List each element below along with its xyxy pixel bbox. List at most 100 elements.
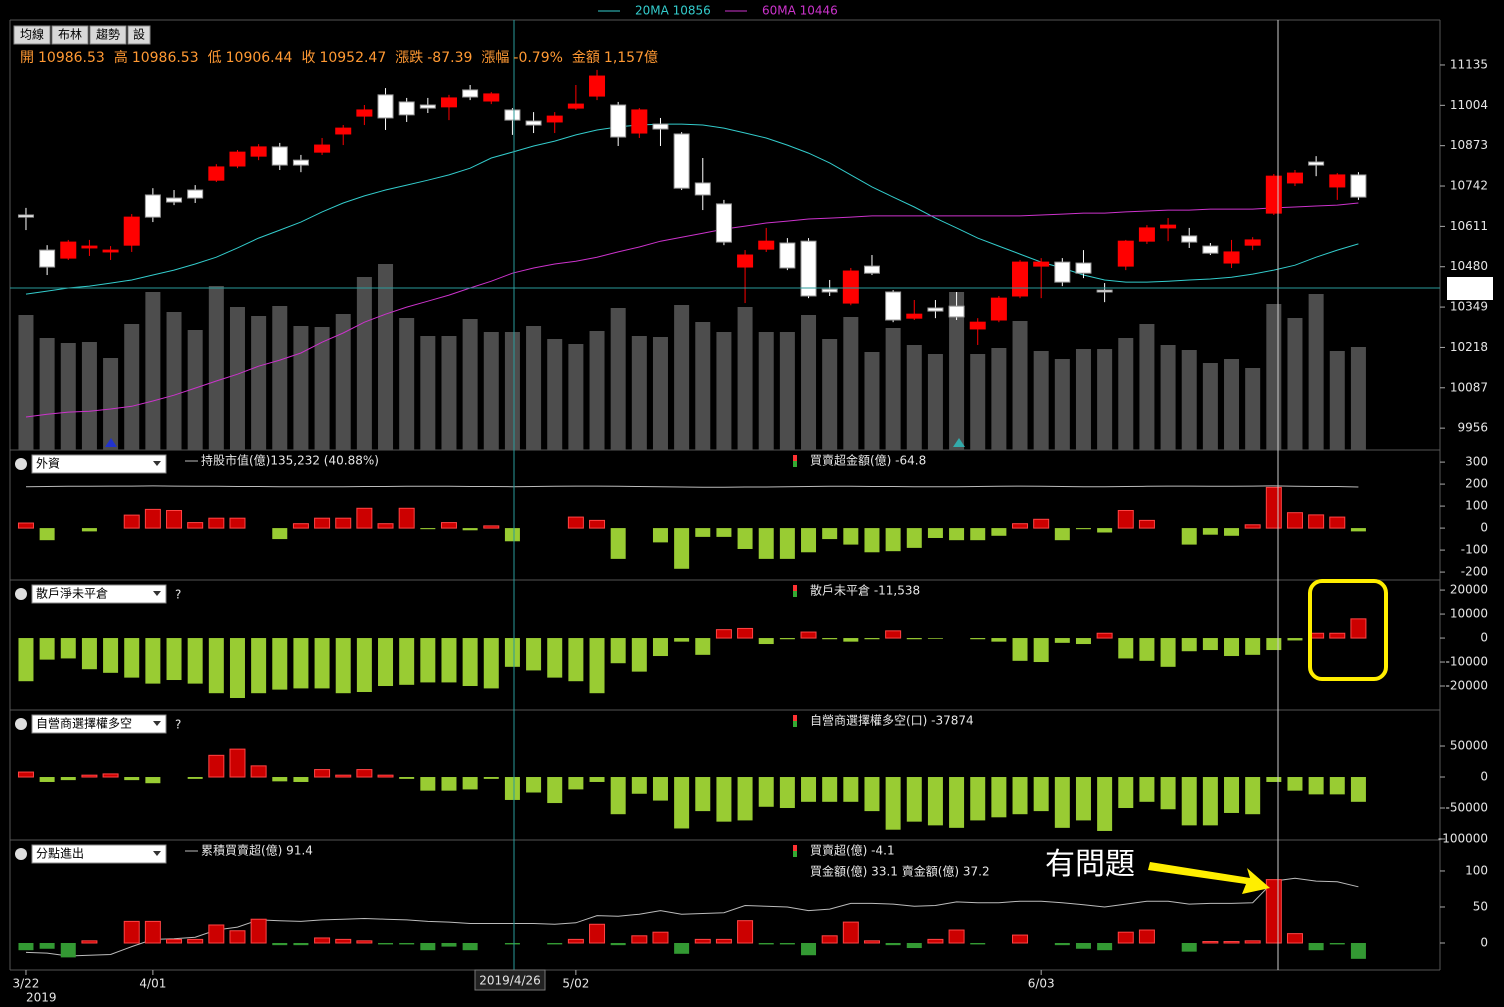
bar <box>1138 519 1155 529</box>
volume-bar <box>1012 321 1028 450</box>
candle-body <box>208 166 225 181</box>
bar <box>885 777 901 830</box>
bar <box>166 638 182 681</box>
close-icon[interactable] <box>15 588 27 600</box>
bar <box>737 777 753 821</box>
toolbar-button-label[interactable]: 設 <box>133 27 145 42</box>
bar <box>39 942 55 949</box>
bar <box>378 638 394 687</box>
bar <box>1244 524 1261 529</box>
x-tick-label: 3/22 <box>12 977 39 991</box>
y-tick-label: 10218 <box>1450 340 1488 354</box>
bar <box>1075 638 1091 645</box>
bar <box>631 777 647 794</box>
y-tick-label: 10480 <box>1450 259 1488 273</box>
bar <box>1286 933 1303 944</box>
candle-body <box>1033 261 1050 267</box>
bar <box>17 771 34 778</box>
close-icon[interactable] <box>15 718 27 730</box>
help-icon[interactable]: ? <box>175 718 181 732</box>
bar <box>631 638 647 672</box>
indicator-select[interactable]: 散戶淨未平倉 <box>36 586 108 601</box>
volume-bar <box>589 331 605 450</box>
indicator-dropdown[interactable] <box>31 454 167 474</box>
bar <box>652 931 669 944</box>
toolbar-button-label[interactable]: 布林 <box>58 28 82 42</box>
bar <box>1097 777 1113 831</box>
close-icon[interactable] <box>15 458 27 470</box>
candle-body <box>758 240 775 250</box>
bar <box>906 942 922 949</box>
bar <box>674 942 690 954</box>
bar <box>1308 777 1324 795</box>
indicator-dropdown[interactable] <box>31 714 167 734</box>
dropdown-arrow[interactable] <box>153 851 161 856</box>
bar <box>356 638 372 693</box>
bar <box>144 920 161 944</box>
bar <box>906 528 922 548</box>
volume-bar <box>251 316 267 450</box>
close-icon[interactable] <box>15 848 27 860</box>
bar <box>674 638 690 642</box>
bar <box>715 938 732 944</box>
toolbar-button-label[interactable]: 均線 <box>20 27 44 42</box>
y-tick-label: 200 <box>1465 477 1488 491</box>
bar <box>187 777 203 779</box>
bar <box>1329 942 1345 945</box>
volume-bar <box>103 358 119 450</box>
y-tick-label: 10611 <box>1450 219 1488 233</box>
toolbar-button[interactable] <box>51 25 89 45</box>
bar <box>1033 777 1049 812</box>
candle-body <box>1244 239 1261 246</box>
volume-bar <box>674 305 690 450</box>
volume-bar <box>1287 318 1303 450</box>
indicator-select[interactable]: 自營商選擇權多空 <box>36 716 132 731</box>
volume-bar <box>1033 351 1049 450</box>
bar <box>229 517 246 529</box>
candle-body <box>546 115 563 123</box>
bar <box>589 777 605 782</box>
indicator-select[interactable]: 外資 <box>36 457 60 471</box>
dropdown-arrow[interactable] <box>153 591 161 596</box>
bar <box>991 638 1007 642</box>
candle-body <box>969 321 986 330</box>
candle-body <box>144 194 161 218</box>
candle-body <box>948 305 965 318</box>
dropdown-arrow[interactable] <box>153 721 161 726</box>
help-icon[interactable]: ? <box>175 588 181 602</box>
bar <box>863 940 880 944</box>
indicator-dropdown[interactable] <box>31 844 167 864</box>
bar <box>272 528 288 540</box>
bar <box>1350 777 1366 802</box>
bar <box>547 942 563 945</box>
volume-bar <box>483 332 499 450</box>
candle-body <box>610 104 627 138</box>
dropdown-arrow[interactable] <box>153 461 161 466</box>
bar <box>589 638 605 694</box>
bar <box>949 777 965 828</box>
toolbar-button-label[interactable]: 趨勢 <box>96 27 120 42</box>
volume-bar <box>843 317 859 450</box>
bar <box>1265 486 1282 529</box>
bar <box>822 638 838 640</box>
bar <box>567 516 584 529</box>
y-tick-label: 20000 <box>1450 583 1488 597</box>
legend-label: 買賣超(億) -4.1 <box>810 843 895 858</box>
bar <box>398 507 415 529</box>
bar <box>292 523 309 529</box>
quote-label: 低 <box>208 50 222 66</box>
indicator-dropdown[interactable] <box>31 584 167 604</box>
toolbar-button[interactable] <box>89 25 127 45</box>
bar <box>1287 638 1303 641</box>
candle-body <box>1096 289 1113 293</box>
bar <box>652 777 668 801</box>
bar <box>1075 777 1091 821</box>
indicator-select[interactable]: 分點進出 <box>36 847 84 861</box>
bar <box>123 514 140 529</box>
y-tick-label: -20000 <box>1445 679 1488 693</box>
toolbar-button[interactable] <box>13 25 51 45</box>
bar <box>800 631 817 639</box>
toolbar-button[interactable] <box>127 25 151 45</box>
bar <box>1329 516 1346 529</box>
bar <box>1350 528 1366 532</box>
